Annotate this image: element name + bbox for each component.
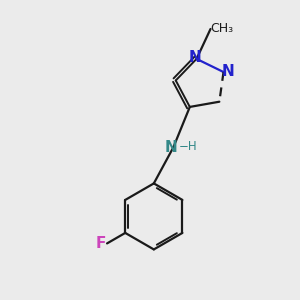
Text: N: N [221, 64, 234, 79]
Text: N: N [164, 140, 177, 155]
Text: −H: −H [179, 140, 198, 153]
Text: F: F [95, 236, 106, 251]
Text: CH₃: CH₃ [210, 22, 233, 34]
Text: N: N [188, 50, 201, 64]
